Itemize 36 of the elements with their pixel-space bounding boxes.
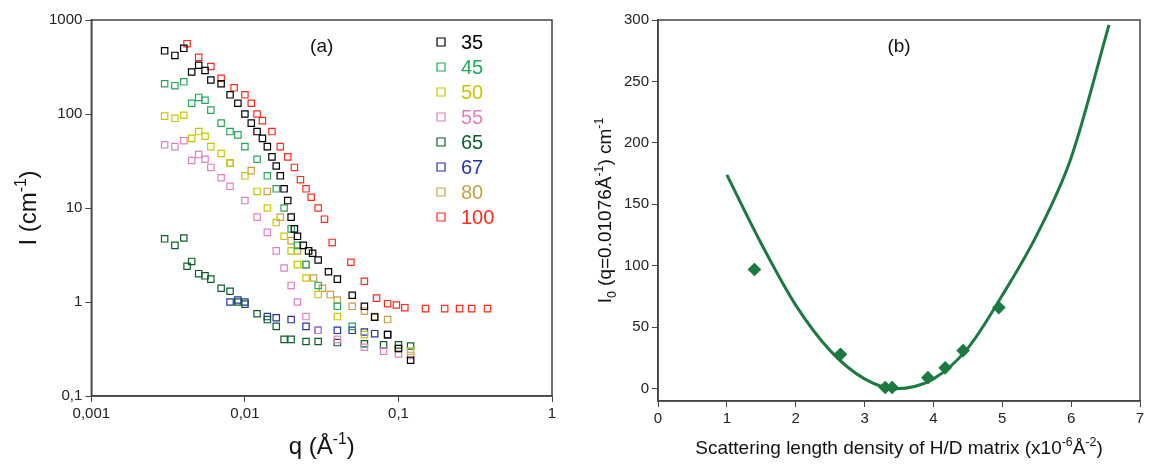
x-tick-label: 0 bbox=[653, 409, 663, 427]
x-tick-label: 1 bbox=[722, 409, 732, 427]
y-tick-label: 0 bbox=[640, 378, 650, 396]
x-tick-label: 7 bbox=[1135, 409, 1145, 427]
y-tick-label: 150 bbox=[624, 194, 650, 212]
y-tick-label: 300 bbox=[624, 10, 650, 28]
x-tick-label: 2 bbox=[791, 409, 800, 427]
x-tick-label: 5 bbox=[998, 409, 1007, 427]
x-tick-label: 4 bbox=[929, 409, 938, 427]
y-tick-label: 100 bbox=[624, 255, 650, 273]
legend-label: 50 bbox=[461, 80, 484, 103]
x-tick-label: 6 bbox=[1066, 409, 1076, 427]
legend-label: 55 bbox=[461, 105, 484, 128]
text: (a) bbox=[310, 35, 334, 56]
legend-label: 100 bbox=[461, 205, 495, 228]
x-tick-label: 0,001 bbox=[72, 404, 111, 422]
y-axis-title: I (cm-1) bbox=[12, 170, 41, 246]
y-tick-label: 250 bbox=[624, 71, 650, 89]
y-axis-title: I0 (q=0.01076Å-1) cm-1 bbox=[592, 117, 619, 304]
legend-label: 65 bbox=[461, 130, 484, 153]
legend-label: 80 bbox=[461, 180, 484, 203]
y-tick-label: 100 bbox=[57, 104, 83, 122]
x-tick-label: 3 bbox=[860, 409, 869, 427]
y-tick-label: 1 bbox=[74, 292, 83, 310]
text: (b) bbox=[887, 35, 911, 56]
x-tick-label: 0,01 bbox=[230, 404, 260, 422]
legend-label: 35 bbox=[461, 30, 484, 53]
y-tick-label: 200 bbox=[624, 133, 650, 151]
y-tick-label: 0,1 bbox=[61, 386, 83, 404]
legend-label: 67 bbox=[461, 155, 484, 178]
y-tick-label: 1000 bbox=[48, 10, 83, 28]
x-tick-label: 0,1 bbox=[388, 404, 409, 422]
x-tick-label: 1 bbox=[547, 404, 557, 422]
y-tick-label: 50 bbox=[632, 317, 650, 335]
legend-label: 45 bbox=[461, 55, 484, 78]
y-tick-label: 10 bbox=[65, 198, 83, 216]
